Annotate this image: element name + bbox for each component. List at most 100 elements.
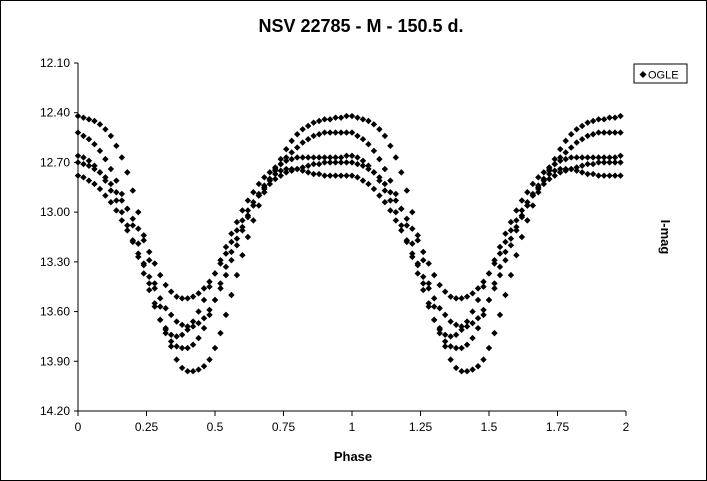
data-point — [272, 170, 279, 178]
data-point — [102, 174, 109, 181]
data-point — [200, 285, 208, 292]
data-point — [420, 280, 427, 287]
data-point — [458, 326, 465, 333]
data-point — [326, 129, 334, 136]
data-point — [447, 293, 454, 300]
data-point — [189, 323, 197, 330]
data-point — [261, 174, 268, 181]
data-point — [546, 170, 553, 178]
data-point — [474, 363, 482, 370]
data-point — [162, 281, 169, 289]
data-point — [288, 149, 295, 156]
data-point — [513, 223, 520, 231]
data-point — [113, 207, 120, 214]
data-point — [233, 218, 241, 226]
data-point — [299, 164, 306, 171]
data-point — [584, 154, 591, 161]
plot-area — [78, 63, 626, 411]
x-axis-ticks: 0 0.25 0.5 0.75 1 1.25 1.5 1.75 2 — [75, 411, 630, 434]
data-point — [74, 152, 82, 159]
data-point — [326, 116, 334, 123]
data-point — [343, 159, 350, 166]
data-point — [562, 137, 569, 145]
data-point — [167, 288, 175, 295]
data-point — [469, 334, 476, 342]
data-point — [452, 295, 460, 302]
data-point — [568, 154, 575, 161]
data-point — [299, 167, 306, 174]
data-point — [600, 129, 608, 136]
data-point — [496, 250, 504, 257]
data-point — [568, 165, 575, 173]
data-point — [140, 232, 147, 239]
data-point — [200, 324, 208, 332]
data-point — [425, 280, 432, 287]
x-tick-label: 1.75 — [546, 420, 570, 434]
data-point — [398, 205, 405, 213]
data-point — [184, 326, 191, 333]
data-point — [250, 217, 257, 224]
data-point — [167, 311, 175, 319]
data-point — [167, 331, 175, 338]
data-point — [74, 112, 82, 120]
data-point — [266, 180, 273, 188]
data-point — [540, 180, 547, 188]
data-point — [211, 344, 219, 352]
data-point — [420, 248, 427, 256]
data-point — [409, 250, 416, 257]
data-point — [409, 253, 416, 261]
data-point — [392, 208, 400, 216]
data-point — [337, 154, 345, 161]
data-point — [392, 197, 400, 204]
data-point — [288, 165, 295, 173]
data-point — [414, 232, 421, 239]
data-point — [354, 174, 361, 181]
data-point — [85, 157, 93, 164]
data-point — [452, 321, 460, 329]
data-point — [195, 366, 202, 373]
data-point — [354, 160, 361, 168]
data-point — [611, 159, 619, 166]
data-point — [595, 172, 602, 179]
data-point — [496, 271, 504, 279]
data-point — [151, 303, 158, 310]
data-point — [326, 154, 334, 161]
data-point — [518, 213, 526, 221]
data-point — [294, 131, 301, 138]
data-point — [85, 116, 93, 123]
data-point — [365, 162, 372, 169]
data-point — [359, 157, 367, 164]
data-point — [606, 159, 613, 166]
data-point — [562, 165, 569, 173]
data-point — [409, 240, 416, 247]
data-point — [140, 270, 147, 277]
data-point — [222, 263, 230, 271]
data-point — [288, 155, 295, 163]
data-point — [222, 250, 230, 257]
data-point — [578, 169, 586, 176]
data-point — [425, 260, 432, 267]
data-point — [113, 197, 120, 204]
data-point — [124, 227, 131, 234]
x-tick-label: 1 — [349, 420, 356, 434]
data-point — [425, 285, 432, 292]
data-point — [436, 305, 443, 312]
y-axis-label: I-mag — [658, 220, 673, 255]
data-point — [387, 142, 394, 150]
data-point — [332, 114, 339, 121]
data-point — [206, 311, 213, 319]
data-point — [370, 147, 378, 155]
data-point — [189, 318, 197, 325]
data-point — [195, 334, 202, 342]
data-point — [441, 288, 449, 295]
data-point — [228, 291, 235, 299]
data-point — [436, 326, 443, 333]
data-point — [431, 295, 438, 302]
data-point — [266, 175, 273, 183]
data-point — [573, 164, 580, 171]
data-point — [491, 285, 498, 292]
data-point — [524, 217, 531, 224]
data-point — [458, 323, 465, 330]
data-point — [562, 149, 569, 156]
